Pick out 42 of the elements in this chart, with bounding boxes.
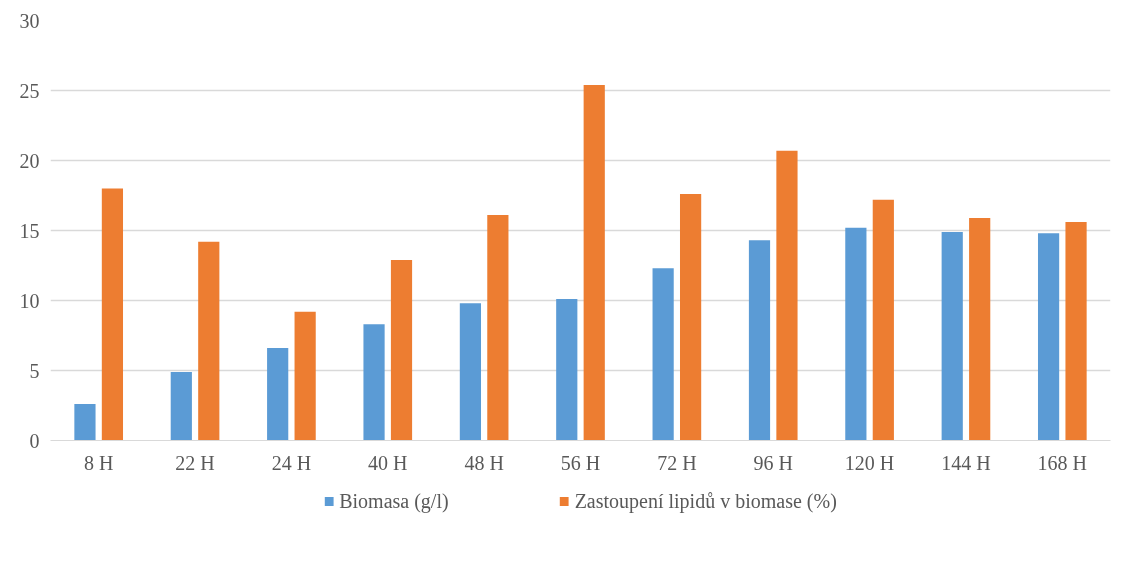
bar — [845, 227, 867, 441]
bar — [74, 404, 96, 441]
bar — [170, 371, 192, 441]
x-tick-label: 168 H — [1037, 451, 1088, 474]
bar — [198, 241, 220, 441]
bar — [941, 231, 963, 441]
bar — [556, 299, 578, 441]
bar — [583, 84, 605, 441]
bar — [294, 311, 316, 441]
bar — [776, 150, 798, 441]
y-tick-label: 10 — [19, 289, 40, 312]
x-tick-label: 48 H — [464, 451, 504, 474]
bar — [267, 348, 289, 441]
y-tick-label: 0 — [29, 429, 40, 452]
y-tick-label: 25 — [19, 79, 40, 102]
x-tick-label: 8 H — [83, 451, 114, 474]
y-tick-label: 5 — [29, 359, 40, 382]
x-tick-label: 72 H — [657, 451, 697, 474]
bar — [969, 217, 991, 441]
y-tick-label: 20 — [19, 149, 40, 172]
x-tick-label: 22 H — [175, 451, 215, 474]
x-tick-label: 144 H — [941, 451, 991, 474]
bar — [390, 259, 413, 441]
bar — [748, 240, 771, 441]
x-tick-label: 40 H — [368, 451, 408, 474]
bar — [680, 194, 702, 441]
bar — [487, 215, 509, 441]
x-tick-label: 120 H — [844, 451, 895, 474]
y-tick-label: 30 — [19, 9, 40, 32]
bar — [363, 324, 385, 441]
x-tick-label: 56 H — [560, 451, 601, 474]
x-tick-label: 24 H — [271, 451, 312, 474]
bar — [459, 303, 481, 441]
legend-label: Biomasa (g/l) — [339, 489, 449, 513]
bar — [101, 188, 124, 441]
bar — [652, 268, 674, 441]
x-tick-label: 96 H — [753, 451, 793, 474]
y-tick-label: 15 — [19, 219, 40, 242]
bar — [1037, 233, 1060, 441]
bar — [1065, 222, 1087, 441]
legend-label: Zastoupení lipidů v biomase (%) — [574, 489, 837, 513]
bar — [872, 199, 894, 441]
